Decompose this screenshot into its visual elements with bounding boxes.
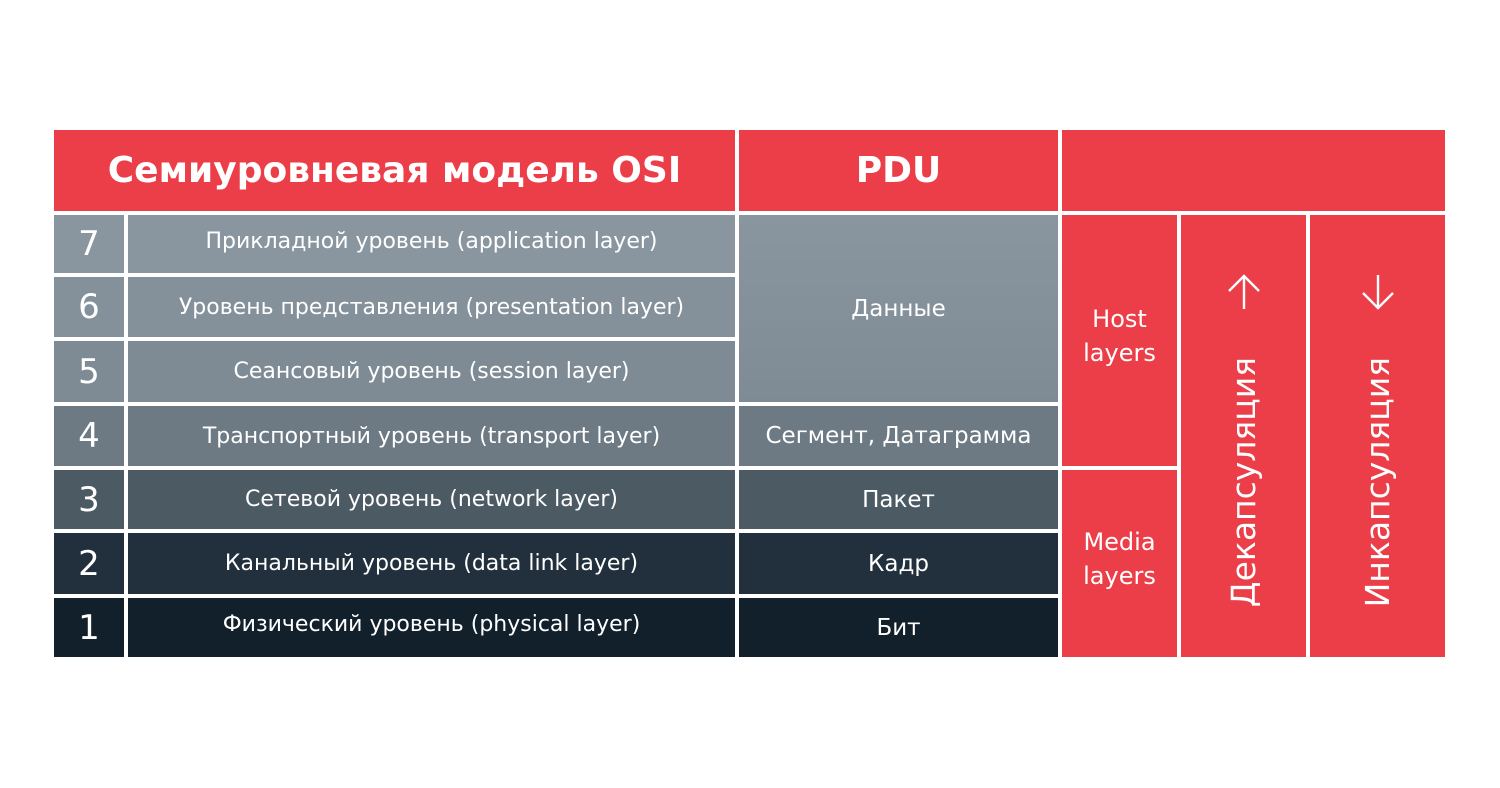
pdu-title: PDU [855, 150, 942, 191]
media-layers-group: Media layers [1062, 470, 1177, 657]
pdu-segment: Сегмент, Датаграмма [739, 406, 1058, 466]
layer-number-4: 4 [54, 406, 124, 466]
encapsulation-column: Инкапсуляция [1310, 215, 1445, 657]
layer-number-text: 5 [78, 351, 100, 392]
layer-number-text: 1 [78, 607, 100, 648]
pdu-packet: Пакет [739, 470, 1058, 529]
layer-number-3: 3 [54, 470, 124, 529]
decapsulation-label: Декапсуляция [1224, 357, 1263, 608]
layer-number-text: 4 [78, 416, 100, 456]
layer-name-3: Сетевой уровень (network layer) [128, 470, 735, 529]
layer-name-text: Прикладной уровень (application layer) [205, 228, 658, 254]
decapsulation-column: Декапсуляция [1181, 215, 1306, 657]
arrow-up-icon [1227, 274, 1260, 309]
pdu-bit: Бит [739, 598, 1058, 657]
layer-number-6: 6 [54, 277, 124, 337]
layer-name-text: Канальный уровень (data link layer) [224, 551, 639, 576]
layer-name-text: Транспортный уровень (transport layer) [202, 423, 661, 449]
layer-number-7: 7 [54, 215, 124, 273]
layer-name-2: Канальный уровень (data link layer) [128, 533, 735, 594]
pdu-data-text: Данные [851, 295, 946, 322]
pdu-data: Данные [739, 215, 1058, 402]
host-layers-group: Host layers [1062, 215, 1177, 466]
pdu-segment-text: Сегмент, Датаграмма [765, 423, 1032, 449]
layer-name-text: Уровень представления (presentation laye… [178, 294, 685, 320]
host-layers-label: Host layers [1083, 304, 1156, 367]
arrow-down-icon [1361, 275, 1394, 310]
layer-name-5: Сеансовый уровень (session layer) [128, 341, 735, 402]
encapsulation-label: Инкапсуляция [1358, 357, 1397, 608]
layer-number-text: 6 [78, 287, 100, 327]
layer-name-6: Уровень представления (presentation laye… [128, 277, 735, 337]
pdu-bit-text: Бит [876, 614, 921, 641]
model-title-header: Семиуровневая модель OSI [54, 130, 735, 211]
layer-number-2: 2 [54, 533, 124, 594]
layer-name-1: Физический уровень (physical layer) [128, 598, 735, 657]
layer-name-text: Физический уровень (physical layer) [222, 612, 641, 637]
media-layers-label: Media layers [1083, 527, 1156, 590]
layer-number-text: 2 [78, 543, 100, 584]
layer-number-1: 1 [54, 598, 124, 657]
pdu-packet-text: Пакет [862, 486, 935, 513]
pdu-frame: Кадр [739, 533, 1058, 594]
model-title: Семиуровневая модель OSI [107, 150, 682, 191]
extra-header [1062, 130, 1445, 211]
layer-name-text: Сеансовый уровень (session layer) [233, 359, 630, 384]
layer-name-text: Сетевой уровень (network layer) [245, 487, 618, 512]
layer-number-text: 7 [78, 224, 100, 264]
pdu-frame-text: Кадр [868, 550, 929, 577]
pdu-header: PDU [739, 130, 1058, 211]
layer-number-5: 5 [54, 341, 124, 402]
layer-name-7: Прикладной уровень (application layer) [128, 215, 735, 273]
layer-number-text: 3 [78, 479, 100, 520]
layer-name-4: Транспортный уровень (transport layer) [128, 406, 735, 466]
